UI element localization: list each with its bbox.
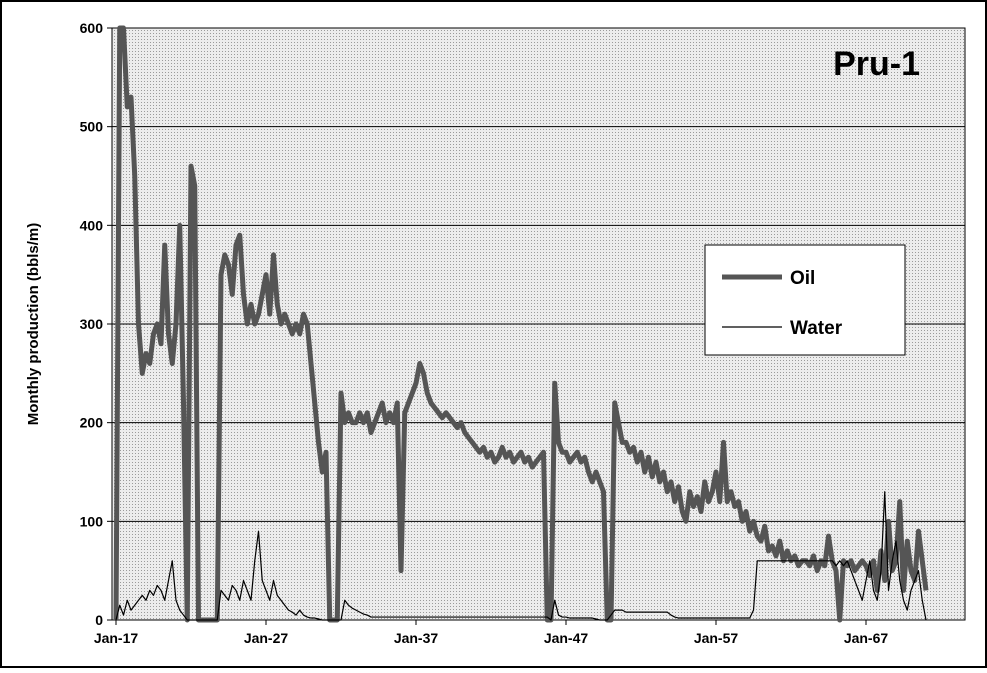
- x-tick-label: Jan-67: [844, 630, 889, 646]
- legend-box: [704, 244, 906, 356]
- x-tick-label: Jan-57: [694, 630, 739, 646]
- y-tick-label: 300: [80, 316, 104, 332]
- y-tick-label: 500: [80, 119, 104, 135]
- y-tick-label: 100: [80, 513, 104, 529]
- y-tick-label: 200: [80, 415, 104, 431]
- legend-label: Water: [790, 318, 843, 339]
- y-tick-label: 600: [80, 20, 104, 36]
- series-line: [115, 491, 927, 621]
- y-tick-label: 400: [80, 217, 104, 233]
- y-axis-label: Monthly production (bbls/m): [25, 223, 42, 425]
- y-tick-label: 0: [95, 612, 103, 628]
- x-tick-label: Jan-47: [544, 630, 589, 646]
- x-tick-label: Jan-27: [244, 630, 289, 646]
- x-tick-label: Jan-17: [94, 630, 139, 646]
- legend-label: Oil: [790, 268, 815, 289]
- x-tick-label: Jan-37: [394, 630, 439, 646]
- chart-title: Pru-1: [833, 45, 920, 83]
